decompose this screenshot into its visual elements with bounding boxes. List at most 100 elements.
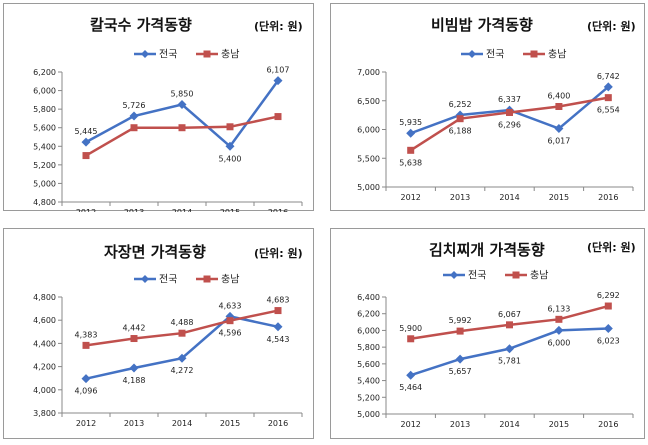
x-tick-label: 2016: [598, 420, 618, 429]
x-tick-label: 2016: [598, 193, 618, 202]
data-label: 4,383: [75, 330, 98, 339]
data-point: [554, 124, 564, 134]
y-tick-label: 6,400: [357, 293, 380, 302]
y-tick-label: 6,000: [357, 126, 380, 135]
chart-title: 비빔밥 가격동향: [431, 16, 533, 34]
chart-panel-bibimbap: 비빔밥 가격동향 (단위: 원) 5,000 5,500 6,000 6,500 7,0…: [330, 3, 645, 211]
chart-svg: 3,800 4,000 4,200 4,400 4,600 4,800 2012 2013 20…: [33, 274, 303, 428]
data-label: 4,543: [267, 335, 290, 344]
x-tick-label: 2015: [549, 193, 569, 202]
data-point: [555, 315, 563, 323]
chart-unit: (단위: 원): [254, 247, 303, 260]
data-point: [274, 307, 282, 315]
legend-marker: [203, 50, 211, 58]
data-label: 6,188: [449, 127, 472, 136]
y-tick-label: 6,200: [33, 68, 56, 77]
data-label: 5,638: [399, 158, 422, 167]
data-label: 6,017: [547, 137, 570, 146]
data-label: 6,742: [597, 72, 620, 81]
data-point: [225, 141, 235, 151]
data-label: 6,292: [597, 291, 620, 300]
data-point: [225, 311, 235, 321]
data-point: [506, 108, 513, 116]
data-point: [273, 322, 283, 332]
data-point: [273, 76, 283, 86]
x-tick-label: 2015: [220, 208, 240, 212]
data-label: 6,067: [498, 310, 521, 319]
data-point: [603, 324, 613, 334]
data-label: 5,657: [449, 367, 472, 376]
data-point: [129, 363, 139, 373]
y-tick-label: 5,600: [357, 360, 380, 369]
data-label: 6,000: [547, 338, 570, 347]
data-point: [177, 353, 187, 363]
data-label: 5,445: [75, 127, 98, 136]
y-tick-label: 5,000: [357, 183, 380, 192]
x-tick-label: 2012: [401, 420, 421, 429]
x-tick-label: 2014: [499, 193, 519, 202]
y-tick-label: 7,000: [357, 68, 380, 77]
data-label: 5,850: [171, 90, 194, 99]
legend-marker: [141, 275, 149, 283]
legend-marker: [468, 50, 476, 58]
data-label: 5,464: [399, 383, 422, 392]
legend-marker: [450, 271, 458, 279]
series-line: [85, 309, 279, 347]
y-tick-label: 4,800: [33, 198, 56, 207]
data-label: 5,726: [123, 101, 146, 110]
legend-label: 충남: [221, 274, 239, 286]
y-tick-label: 5,600: [33, 124, 56, 133]
y-tick-label: 3,800: [33, 409, 56, 418]
y-tick-label: 5,200: [357, 393, 380, 402]
legend-marker: [141, 50, 149, 58]
chart-unit: (단위: 원): [254, 20, 303, 33]
data-label: 6,023: [597, 337, 620, 346]
data-point: [604, 94, 612, 102]
legend-label: 충남: [548, 49, 566, 61]
data-point: [506, 321, 513, 329]
x-tick-label: 2013: [124, 208, 144, 212]
data-point: [178, 124, 186, 132]
y-tick-label: 4,800: [33, 293, 56, 302]
x-tick-label: 2014: [499, 420, 519, 429]
data-label: 4,488: [171, 318, 194, 327]
y-tick-label: 5,800: [33, 105, 56, 114]
series-line: [85, 115, 279, 157]
data-point: [82, 341, 90, 349]
data-point: [274, 113, 282, 121]
legend-label: 충남: [221, 49, 239, 61]
y-tick-label: 4,400: [33, 339, 56, 348]
data-label: 6,252: [449, 100, 472, 109]
y-tick-label: 6,500: [357, 97, 380, 106]
data-label: 4,596: [219, 329, 242, 338]
data-label: 4,633: [219, 301, 242, 310]
data-point: [456, 327, 464, 335]
data-label: 5,900: [399, 324, 422, 333]
legend-label: 충남: [530, 270, 548, 282]
x-tick-label: 2014: [172, 208, 192, 212]
y-tick-label: 6,000: [33, 87, 56, 96]
data-point: [406, 128, 416, 138]
data-point: [130, 124, 138, 132]
x-tick-label: 2012: [401, 193, 421, 202]
data-label: 6,296: [498, 120, 521, 129]
y-tick-label: 5,200: [33, 161, 56, 170]
data-point: [456, 115, 464, 123]
data-label: 6,337: [498, 95, 521, 104]
data-point: [129, 111, 139, 121]
data-point: [554, 325, 564, 335]
data-point: [81, 137, 91, 147]
data-label: 6,400: [547, 92, 570, 101]
x-tick-label: 2012: [76, 419, 96, 428]
data-point: [81, 374, 91, 384]
data-point: [505, 344, 514, 354]
y-tick-label: 5,400: [357, 377, 380, 386]
legend-marker: [203, 275, 211, 283]
y-tick-label: 4,000: [33, 386, 56, 395]
y-tick-label: 5,500: [357, 154, 380, 163]
data-point: [555, 103, 563, 110]
data-point: [407, 335, 415, 343]
x-tick-label: 2012: [76, 208, 96, 212]
data-label: 4,272: [171, 366, 194, 375]
data-point: [455, 354, 465, 364]
